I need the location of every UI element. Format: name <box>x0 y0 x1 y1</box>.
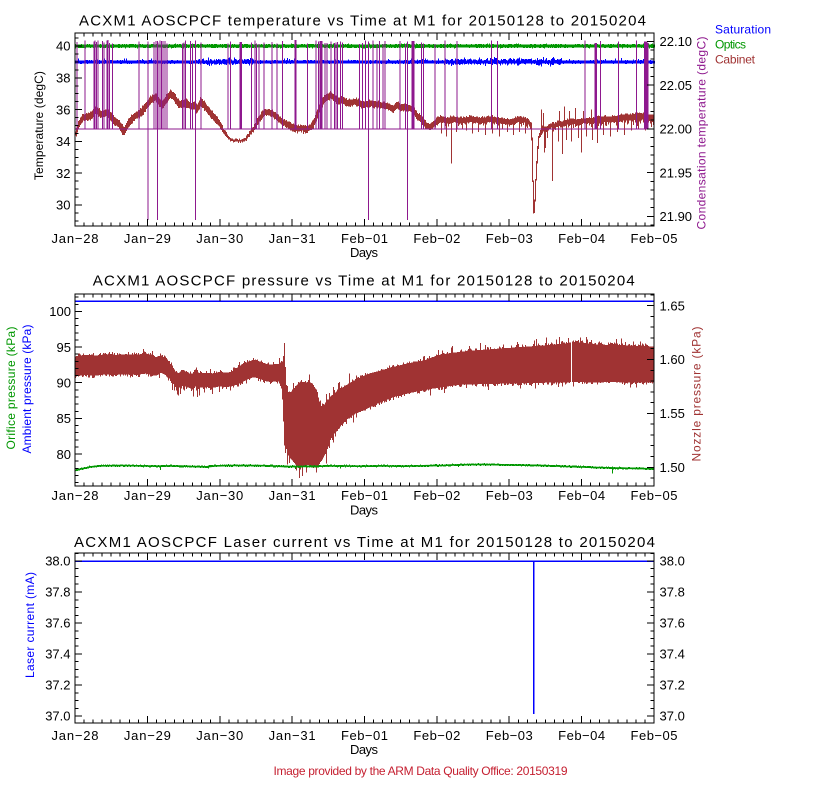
svg-text:1.65: 1.65 <box>660 298 685 313</box>
svg-text:Jan−30: Jan−30 <box>196 231 243 246</box>
svg-text:Feb−05: Feb−05 <box>631 488 678 503</box>
svg-text:Feb−01: Feb−01 <box>341 488 388 503</box>
svg-text:Image provided by the ARM Data: Image provided by the ARM Data Quality O… <box>274 764 568 778</box>
svg-text:Jan−29: Jan−29 <box>124 728 171 743</box>
svg-text:Feb−03: Feb−03 <box>486 231 533 246</box>
svg-text:1.60: 1.60 <box>660 352 685 367</box>
svg-text:37.0: 37.0 <box>45 709 70 724</box>
svg-text:Jan−29: Jan−29 <box>124 488 171 503</box>
svg-text:32: 32 <box>56 166 70 181</box>
svg-text:1.55: 1.55 <box>660 406 685 421</box>
svg-text:34: 34 <box>56 134 70 149</box>
svg-text:Feb−04: Feb−04 <box>558 488 605 503</box>
svg-text:Saturation: Saturation <box>715 23 771 37</box>
svg-text:Condensation temperature (degC: Condensation temperature (degC) <box>695 37 709 230</box>
svg-text:Feb−05: Feb−05 <box>631 231 678 246</box>
svg-text:Feb−01: Feb−01 <box>341 231 388 246</box>
svg-text:100: 100 <box>49 304 71 319</box>
svg-text:40: 40 <box>56 39 70 54</box>
svg-text:Orifice pressure (kPa): Orifice pressure (kPa) <box>4 327 18 450</box>
svg-text:37.4: 37.4 <box>660 647 685 662</box>
svg-text:37.2: 37.2 <box>45 678 70 693</box>
svg-text:Days: Days <box>350 503 379 518</box>
svg-text:22.00: 22.00 <box>660 122 693 137</box>
svg-text:80: 80 <box>57 447 71 462</box>
svg-text:37.2: 37.2 <box>660 678 685 693</box>
svg-text:85: 85 <box>57 411 71 426</box>
svg-text:38.0: 38.0 <box>45 554 70 569</box>
svg-text:Jan−31: Jan−31 <box>269 488 316 503</box>
svg-text:Feb−03: Feb−03 <box>486 728 533 743</box>
svg-text:37.6: 37.6 <box>45 616 70 631</box>
svg-text:Feb−04: Feb−04 <box>558 231 605 246</box>
svg-text:21.90: 21.90 <box>660 209 693 224</box>
svg-text:Feb−05: Feb−05 <box>631 728 678 743</box>
svg-text:Temperature (degC): Temperature (degC) <box>32 71 46 180</box>
svg-text:Laser current (mA): Laser current (mA) <box>23 572 37 678</box>
svg-text:Feb−03: Feb−03 <box>486 488 533 503</box>
svg-text:38.0: 38.0 <box>660 554 685 569</box>
svg-text:22.05: 22.05 <box>660 78 693 93</box>
svg-text:Jan−30: Jan−30 <box>196 488 243 503</box>
svg-text:Days: Days <box>350 742 379 757</box>
svg-text:1.50: 1.50 <box>660 460 685 475</box>
svg-text:ACXM1 AOSCPCF Laser current vs: ACXM1 AOSCPCF Laser current vs Time at M… <box>74 534 655 551</box>
svg-text:90: 90 <box>57 375 71 390</box>
svg-text:Jan−28: Jan−28 <box>52 231 99 246</box>
svg-text:21.95: 21.95 <box>660 165 693 180</box>
svg-text:Feb−02: Feb−02 <box>413 728 460 743</box>
svg-text:ACXM1 AOSCPCF pressure vs Time: ACXM1 AOSCPCF pressure vs Time at M1 for… <box>93 273 635 290</box>
svg-text:37.4: 37.4 <box>45 647 70 662</box>
svg-text:37.0: 37.0 <box>660 709 685 724</box>
svg-text:Feb−02: Feb−02 <box>413 488 460 503</box>
svg-text:37.6: 37.6 <box>660 616 685 631</box>
svg-text:37.8: 37.8 <box>45 585 70 600</box>
svg-text:Jan−31: Jan−31 <box>269 231 316 246</box>
svg-text:Days: Days <box>350 245 379 260</box>
svg-text:Jan−29: Jan−29 <box>124 231 171 246</box>
svg-text:Jan−31: Jan−31 <box>269 728 316 743</box>
svg-text:Jan−28: Jan−28 <box>52 728 99 743</box>
svg-text:Feb−04: Feb−04 <box>558 728 605 743</box>
svg-text:37.8: 37.8 <box>660 585 685 600</box>
svg-text:Jan−28: Jan−28 <box>52 488 99 503</box>
svg-text:Nozzle pressure (kPa): Nozzle pressure (kPa) <box>690 327 704 462</box>
svg-text:Ambient pressure (kPa): Ambient pressure (kPa) <box>20 325 34 454</box>
svg-text:Optics: Optics <box>715 38 746 52</box>
svg-text:Cabinet: Cabinet <box>715 53 756 67</box>
svg-text:38: 38 <box>56 71 70 86</box>
svg-text:95: 95 <box>57 340 71 355</box>
svg-text:ACXM1 AOSCPCF temperature vs T: ACXM1 AOSCPCF temperature vs Time at M1 … <box>79 13 646 30</box>
svg-text:Feb−01: Feb−01 <box>341 728 388 743</box>
svg-text:Feb−02: Feb−02 <box>413 231 460 246</box>
svg-text:Jan−30: Jan−30 <box>196 728 243 743</box>
svg-text:36: 36 <box>56 102 70 117</box>
svg-text:30: 30 <box>56 198 70 213</box>
svg-text:22.10: 22.10 <box>660 34 693 49</box>
